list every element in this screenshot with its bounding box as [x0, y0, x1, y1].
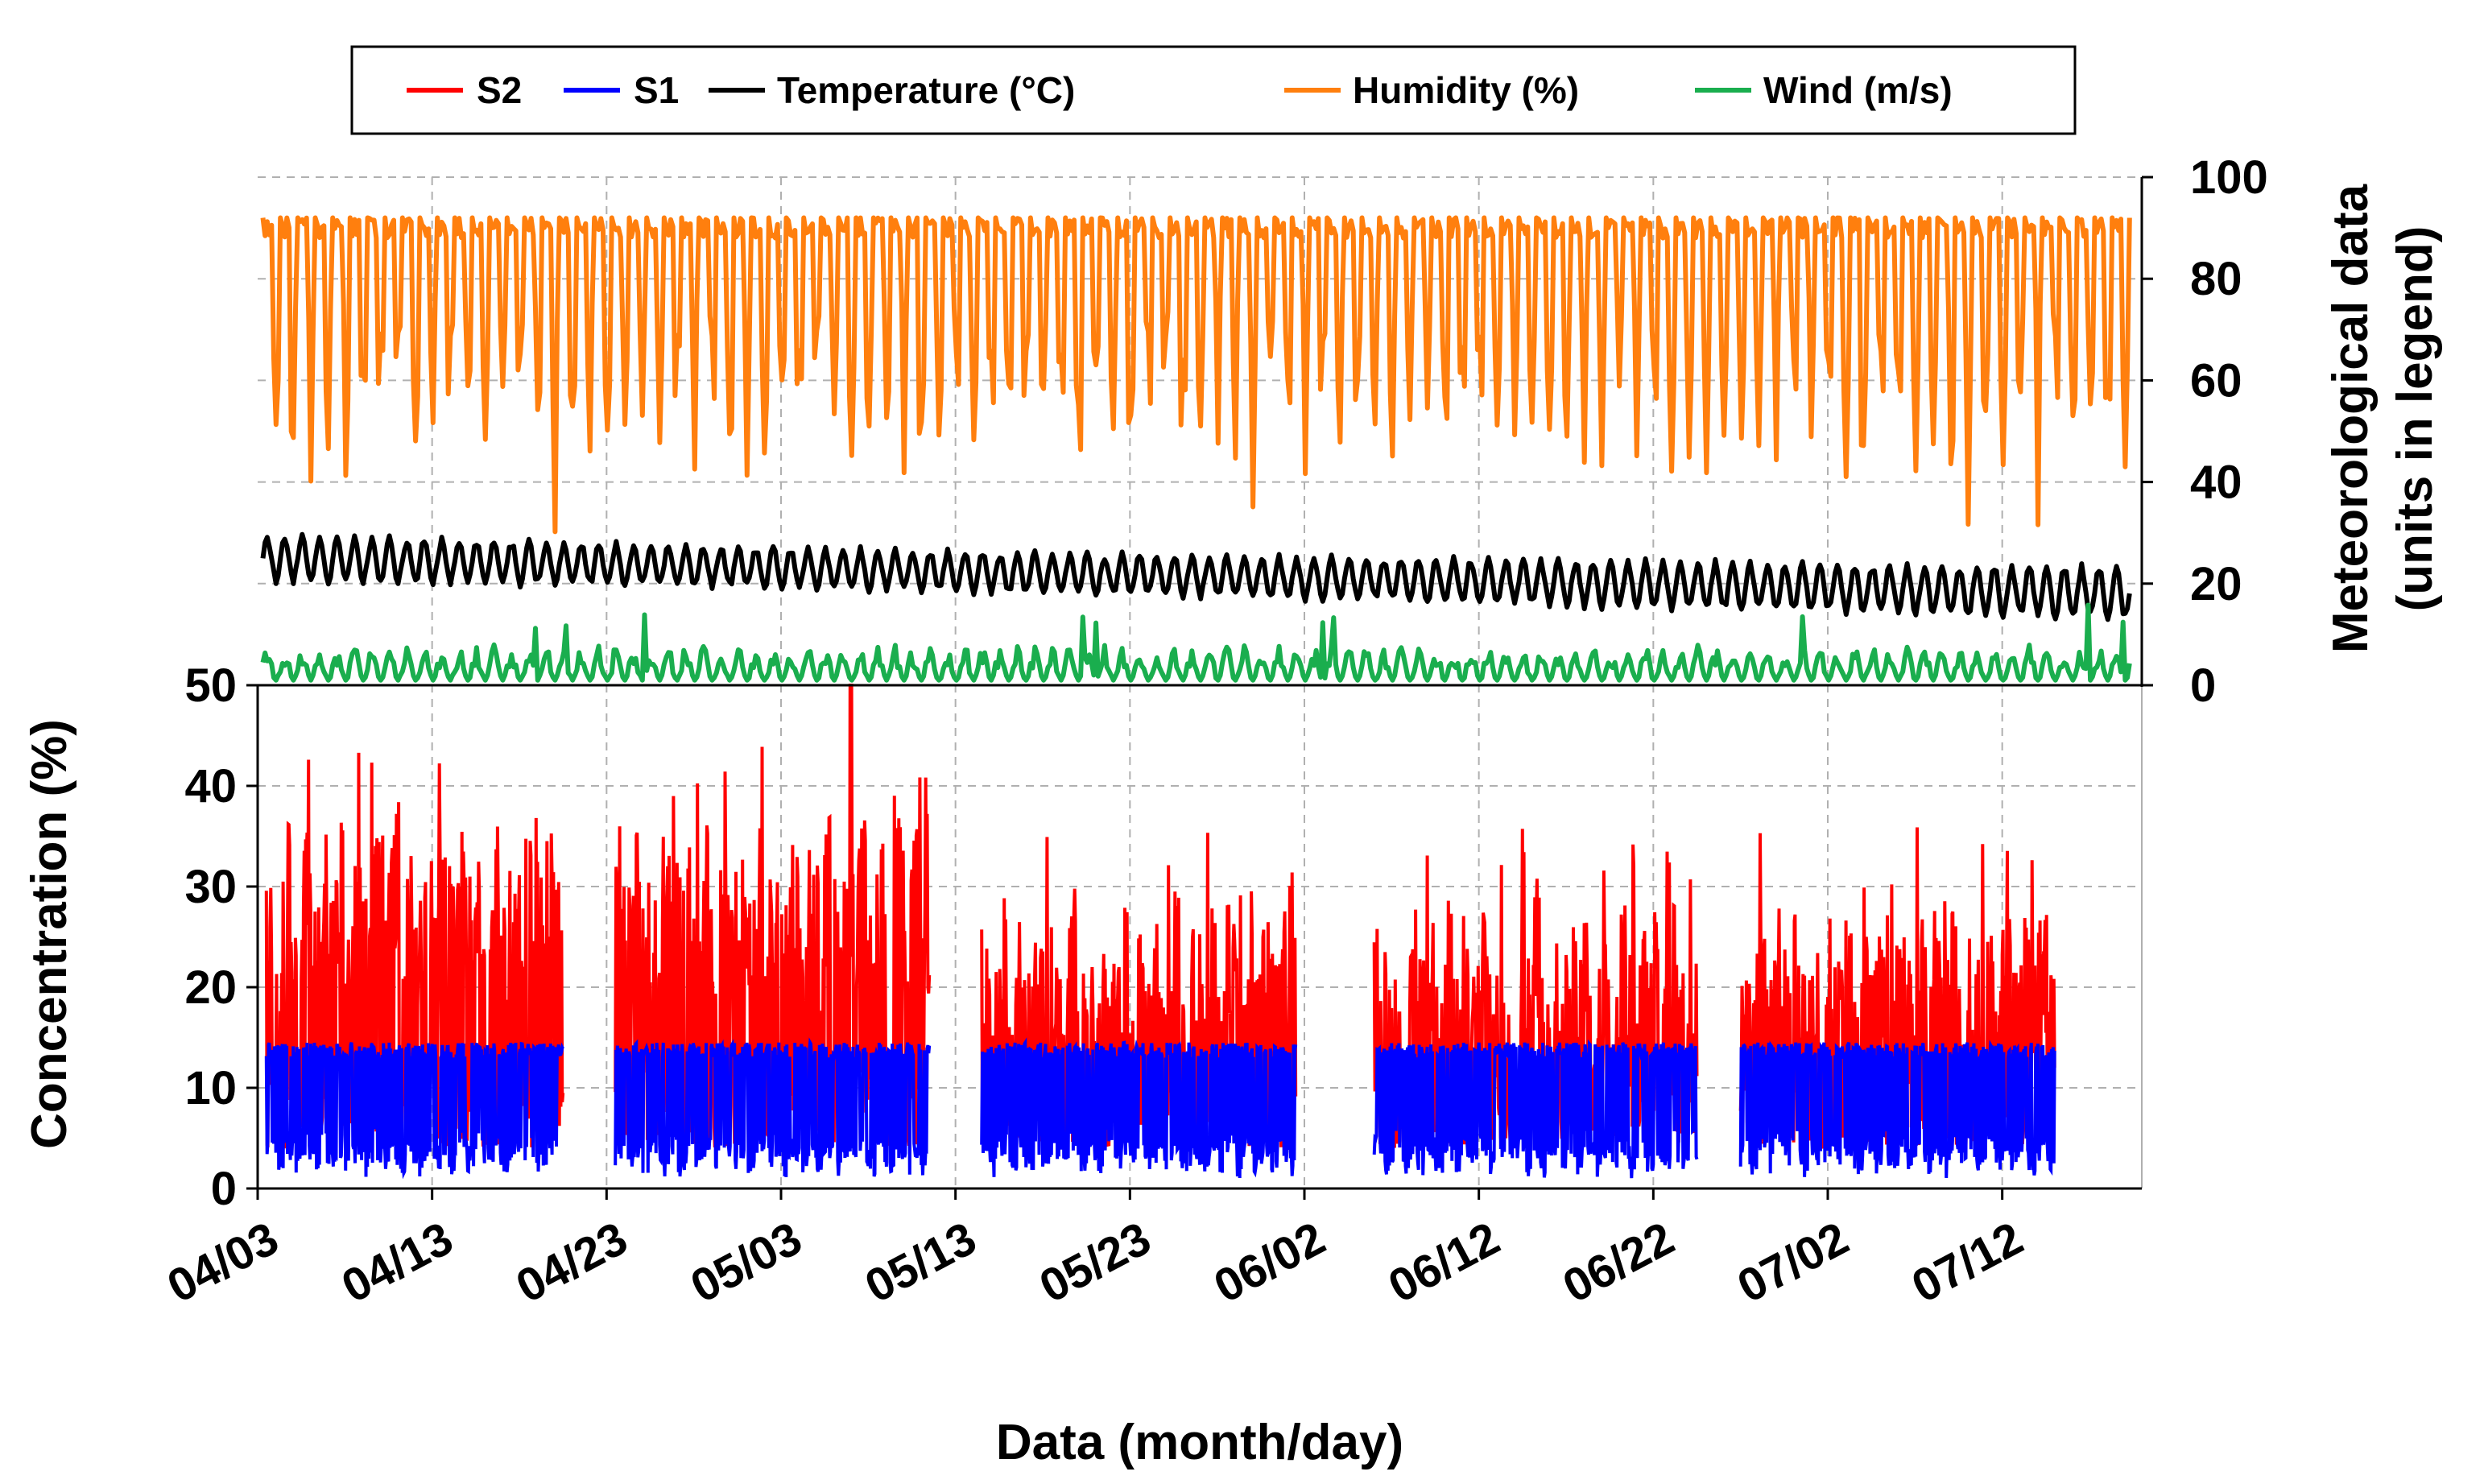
y-tick-label-right: 0	[2190, 659, 2216, 712]
y-axis-title-left: Concentration (%)	[22, 719, 77, 1149]
y-tick-label-left: 30	[184, 861, 237, 913]
legend-label-wind: Wind (m/s)	[1763, 69, 1953, 111]
x-tick-label: 04/03	[159, 1212, 287, 1313]
x-tick-label: 04/13	[333, 1212, 461, 1313]
series-wind	[260, 602, 2132, 683]
legend-label-s1: S1	[634, 69, 679, 111]
x-axis-title: Data (month/day)	[996, 1415, 1403, 1470]
series-s1-segment	[614, 1037, 932, 1177]
series-temperature	[260, 531, 2132, 622]
legend: S2 S1 Temperature (°C) Humidity (%) Wind…	[350, 45, 2077, 135]
y-tick-label-right: 20	[2190, 558, 2242, 610]
x-tick-label: 06/02	[1205, 1212, 1333, 1313]
legend-frame	[350, 45, 2077, 135]
x-tick-label: 07/12	[1903, 1212, 2031, 1313]
concentration-series	[264, 684, 2056, 1180]
y-tick-label-left: 40	[184, 760, 237, 812]
x-tick-label: 05/03	[682, 1212, 810, 1313]
y-tick-label-right: 40	[2190, 457, 2242, 509]
x-tick-label: 05/23	[1031, 1212, 1159, 1313]
series-s2-segment	[614, 684, 932, 1147]
series-s1-segment	[1738, 1040, 2056, 1178]
x-tick-label: 05/13	[857, 1212, 985, 1313]
series-humidity	[260, 215, 2132, 535]
x-tick-label: 04/23	[508, 1212, 636, 1313]
meteorological-series	[260, 215, 2132, 683]
series-s2-segment	[980, 833, 1298, 1149]
y-axis-title-right-line2: (units in legend)	[2387, 226, 2443, 612]
x-tick-label: 07/02	[1729, 1212, 1857, 1313]
legend-label-s2: S2	[477, 69, 522, 111]
y-tick-label-left: 50	[184, 659, 237, 712]
series-s1-segment	[264, 1041, 564, 1180]
x-tick-label: 06/22	[1555, 1212, 1683, 1313]
legend-label-humidity: Humidity (%)	[1353, 69, 1579, 111]
y-tick-label-left: 20	[184, 961, 237, 1014]
y-tick-label-left: 0	[211, 1163, 237, 1215]
y-tick-label-left: 10	[184, 1062, 237, 1114]
x-tick-label: 06/12	[1380, 1212, 1508, 1313]
y-tick-label-right: 80	[2190, 253, 2242, 305]
y-tick-label-right: 60	[2190, 354, 2242, 407]
series-s1-segment	[980, 1037, 1298, 1179]
legend-label-temperature: Temperature (°C)	[777, 69, 1075, 111]
series-s1-segment	[1372, 1039, 1699, 1179]
y-tick-label-right: 100	[2190, 151, 2268, 204]
y-axis-title-right-line1: Meteorological data	[2323, 184, 2379, 653]
